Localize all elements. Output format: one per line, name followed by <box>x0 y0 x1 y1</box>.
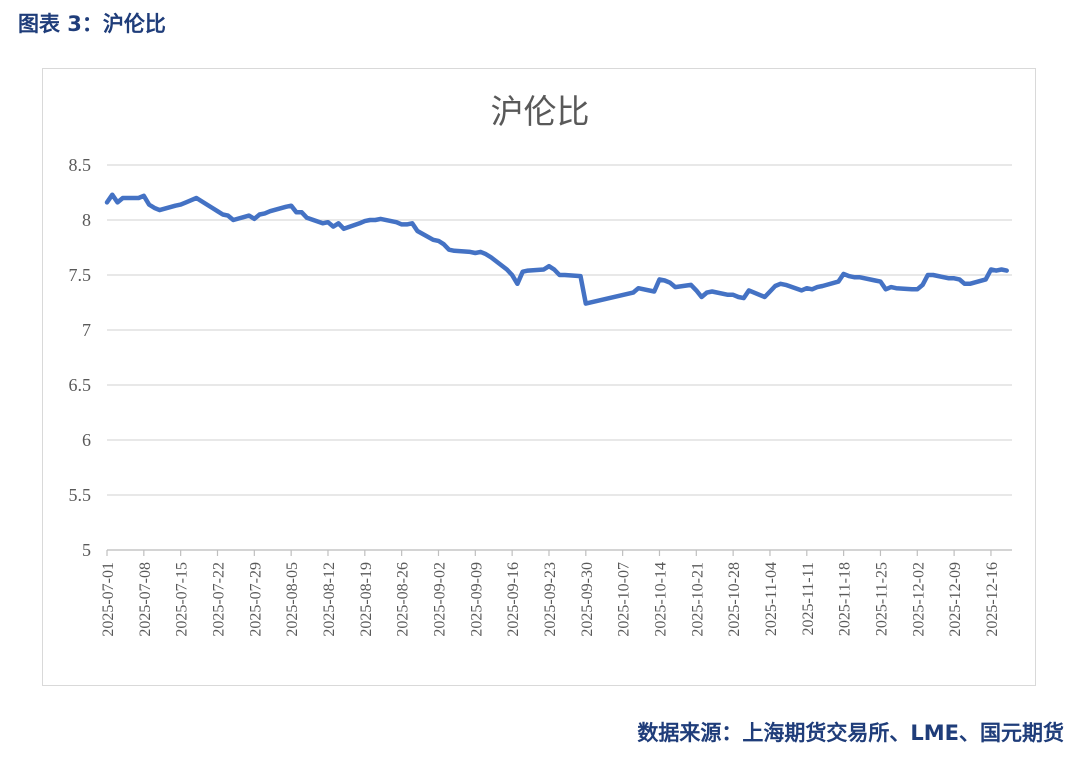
x-tick-label: 2025-07-01 <box>100 562 117 637</box>
chart-frame: 沪伦比 5 5.5 6 6.5 7 7.5 8 8.5 2025-07-01 2025-07-0… <box>42 68 1036 686</box>
x-axis: 2025-07-01 2025-07-08 2025-07-15 2025-07-22… <box>100 549 1012 637</box>
x-tick-label: 2025-07-29 <box>247 562 264 637</box>
x-tick-label: 2025-10-14 <box>652 562 669 637</box>
y-tick-label: 8 <box>82 210 91 230</box>
x-tick-label: 2025-12-09 <box>947 562 964 637</box>
x-tick-label: 2025-09-23 <box>542 562 559 637</box>
x-tick-label: 2025-09-09 <box>468 562 485 637</box>
y-tick-label: 5 <box>82 540 91 560</box>
x-tick-label: 2025-12-16 <box>984 562 1001 637</box>
x-tick-label: 2025-07-08 <box>137 562 154 637</box>
x-tick-label: 2025-11-11 <box>800 562 817 635</box>
chart-title: 沪伦比 <box>491 92 590 131</box>
x-tick-label: 2025-12-02 <box>910 562 927 637</box>
y-tick-label: 6 <box>82 430 91 450</box>
y-tick-label: 5.5 <box>69 485 92 505</box>
line-chart: 沪伦比 55.566.577.588.5 2025-07-01 2025-07-0… <box>69 92 1012 637</box>
x-tick-label: 2025-10-07 <box>616 562 633 637</box>
x-tick-label: 2025-10-21 <box>689 562 706 637</box>
x-tick-label: 2025-07-15 <box>174 562 191 637</box>
x-tick-label: 2025-11-04 <box>763 562 780 636</box>
x-tick-label: 2025-07-22 <box>210 562 227 637</box>
x-tick-label: 2025-11-18 <box>837 562 854 636</box>
y-tick-label: 6.5 <box>69 375 92 395</box>
y-tick-label: 7.5 <box>69 265 92 285</box>
y-tick-label: 8.5 <box>69 155 92 175</box>
x-tick-label: 2025-09-02 <box>431 562 448 637</box>
y-axis: 5 5.5 6 6.5 7 7.5 8 8.5 <box>69 155 92 560</box>
y-tick-label: 7 <box>82 320 91 340</box>
x-tick-label: 2025-08-19 <box>358 562 375 637</box>
figure-caption: 图表 3：沪伦比 <box>18 12 166 36</box>
x-tick-label: 2025-09-16 <box>505 562 522 637</box>
x-tick-label: 2025-08-26 <box>395 562 412 637</box>
series-layer <box>104 192 1009 306</box>
x-tick-label: 2025-11-25 <box>873 562 890 636</box>
x-tick-label: 2025-08-05 <box>284 562 301 637</box>
x-tick-label: 2025-08-12 <box>321 562 338 637</box>
x-tick-label: 2025-10-28 <box>726 562 743 637</box>
gridlines <box>107 164 1012 551</box>
x-tick-label: 2025-09-30 <box>579 562 596 637</box>
series-line <box>104 192 1009 306</box>
source-note: 数据来源：上海期货交易所、LME、国元期货 <box>637 721 1064 745</box>
